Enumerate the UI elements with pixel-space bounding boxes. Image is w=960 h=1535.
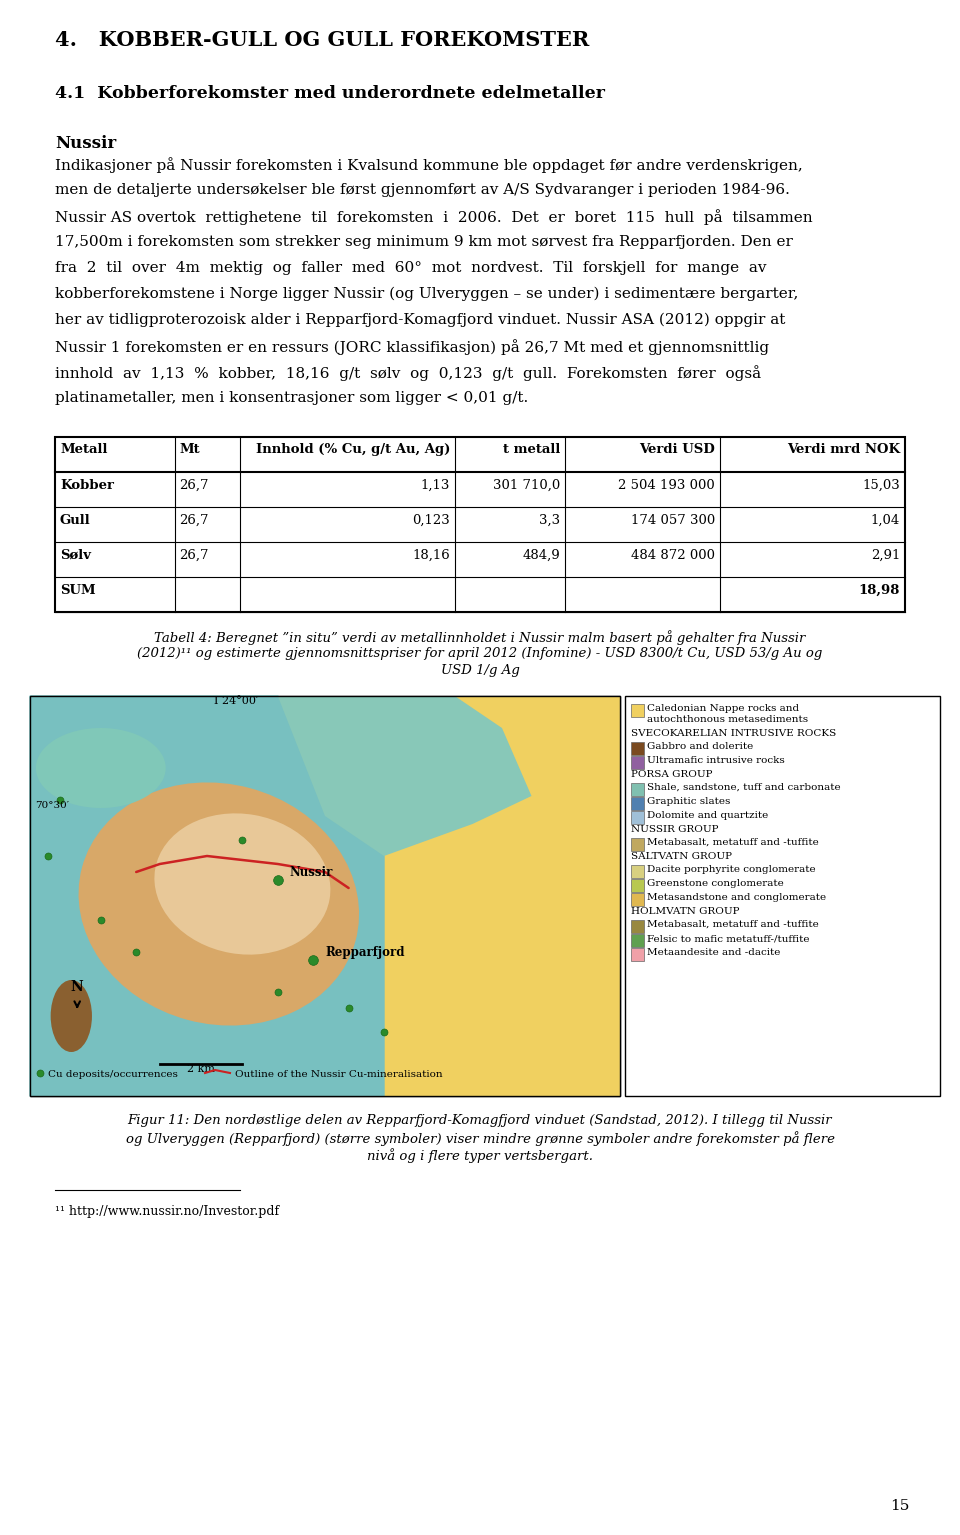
- Text: Indikasjoner på Nussir forekomsten i Kvalsund kommune ble oppdaget før andre ver: Indikasjoner på Nussir forekomsten i Kva…: [55, 157, 803, 173]
- Text: Dolomite and quartzite: Dolomite and quartzite: [647, 810, 768, 820]
- Text: PORSA GROUP: PORSA GROUP: [631, 771, 712, 778]
- Bar: [631, 933, 644, 947]
- Text: SUM: SUM: [60, 583, 96, 597]
- Text: 1,13: 1,13: [420, 479, 450, 493]
- Text: Nussir: Nussir: [290, 866, 333, 880]
- Text: 18,98: 18,98: [858, 583, 900, 597]
- Text: 2 504 193 000: 2 504 193 000: [618, 479, 715, 493]
- Text: 15: 15: [891, 1500, 910, 1514]
- Bar: [30, 695, 620, 1096]
- Text: N: N: [71, 979, 84, 995]
- Text: Cu deposits/occurrences: Cu deposits/occurrences: [48, 1070, 178, 1079]
- Text: Metall: Metall: [60, 444, 108, 456]
- Text: HOLMVATN GROUP: HOLMVATN GROUP: [631, 907, 739, 916]
- Text: 4.1  Kobberforekomster med underordnete edelmetaller: 4.1 Kobberforekomster med underordnete e…: [55, 84, 605, 101]
- Text: Gabbro and dolerite: Gabbro and dolerite: [647, 741, 754, 751]
- Text: 484 872 000: 484 872 000: [631, 550, 715, 562]
- Bar: [631, 705, 644, 717]
- Text: Verdi mrd NOK: Verdi mrd NOK: [787, 444, 900, 456]
- Text: 15,03: 15,03: [862, 479, 900, 493]
- Text: kobberforekomstene i Norge ligger Nussir (og Ulveryggen – se under) i sedimentær: kobberforekomstene i Norge ligger Nussir…: [55, 287, 799, 301]
- Bar: [55, 437, 905, 612]
- Text: 4.   KOBBER-GULL OG GULL FOREKOMSTER: 4. KOBBER-GULL OG GULL FOREKOMSTER: [55, 31, 589, 51]
- Bar: [631, 880, 644, 892]
- Text: Felsic to mafic metatuff-/tuffite: Felsic to mafic metatuff-/tuffite: [647, 933, 809, 942]
- Bar: [631, 893, 644, 906]
- Text: nivå og i flere typer vertsbergart.: nivå og i flere typer vertsbergart.: [367, 1148, 593, 1164]
- Text: Innhold (% Cu, g/t Au, Ag): Innhold (% Cu, g/t Au, Ag): [255, 444, 450, 456]
- Bar: [631, 797, 644, 810]
- Text: I 24°00′: I 24°00′: [214, 695, 259, 706]
- Bar: [631, 810, 644, 824]
- Text: NUSSIR GROUP: NUSSIR GROUP: [631, 824, 718, 834]
- Text: Metabasalt, metatuff and -tuffite: Metabasalt, metatuff and -tuffite: [647, 838, 819, 847]
- Text: Shale, sandstone, tuff and carbonate: Shale, sandstone, tuff and carbonate: [647, 783, 841, 792]
- Text: Nussir 1 forekomsten er en ressurs (JORC klassifikasjon) på 26,7 Mt med et gjenn: Nussir 1 forekomsten er en ressurs (JORC…: [55, 339, 769, 355]
- Text: her av tidligproterozoisk alder i Repparfjord-Komagfjord vinduet. Nussir ASA (20: her av tidligproterozoisk alder i Reppar…: [55, 313, 785, 327]
- Text: Metasandstone and conglomerate: Metasandstone and conglomerate: [647, 893, 827, 903]
- Bar: [631, 757, 644, 769]
- Text: 1,04: 1,04: [871, 514, 900, 527]
- Text: 301 710,0: 301 710,0: [492, 479, 560, 493]
- Text: 26,7: 26,7: [179, 514, 208, 527]
- Text: 26,7: 26,7: [179, 550, 208, 562]
- Text: Sølv: Sølv: [60, 550, 91, 562]
- Text: 70°30′: 70°30′: [35, 801, 69, 810]
- Ellipse shape: [79, 783, 359, 1025]
- Bar: [631, 866, 644, 878]
- Text: 484,9: 484,9: [522, 550, 560, 562]
- Text: Greenstone conglomerate: Greenstone conglomerate: [647, 880, 783, 889]
- Text: (2012)¹¹ og estimerte gjennomsnittspriser for april 2012 (Infomine) - USD 8300/t: (2012)¹¹ og estimerte gjennomsnittsprise…: [137, 646, 823, 660]
- Text: Outline of the Nussir Cu-mineralisation: Outline of the Nussir Cu-mineralisation: [235, 1070, 443, 1079]
- Text: 18,16: 18,16: [412, 550, 450, 562]
- Text: Figur 11: Den nordøstlige delen av Repparfjord-Komagfjord vinduet (Sandstad, 201: Figur 11: Den nordøstlige delen av Reppa…: [128, 1114, 832, 1127]
- Bar: [631, 741, 644, 755]
- Text: Nussir: Nussir: [55, 135, 116, 152]
- Bar: [631, 838, 644, 850]
- Text: og Ulveryggen (Repparfjord) (større symboler) viser mindre grønne symboler andre: og Ulveryggen (Repparfjord) (større symb…: [126, 1131, 834, 1145]
- Text: innhold  av  1,13  %  kobber,  18,16  g/t  sølv  og  0,123  g/t  gull.  Forekoms: innhold av 1,13 % kobber, 18,16 g/t sølv…: [55, 365, 761, 381]
- Text: 2,91: 2,91: [871, 550, 900, 562]
- Text: Repparfjord: Repparfjord: [325, 946, 404, 959]
- Text: autochthonous metasediments: autochthonous metasediments: [647, 715, 808, 725]
- Text: ¹¹ http://www.nussir.no/Investor.pdf: ¹¹ http://www.nussir.no/Investor.pdf: [55, 1205, 279, 1217]
- Bar: [625, 695, 940, 1096]
- Text: Graphitic slates: Graphitic slates: [647, 797, 731, 806]
- Text: Verdi USD: Verdi USD: [639, 444, 715, 456]
- Text: USD 1/g Ag: USD 1/g Ag: [441, 665, 519, 677]
- Text: 3,3: 3,3: [539, 514, 560, 527]
- Text: fra  2  til  over  4m  mektig  og  faller  med  60°  mot  nordvest.  Til  forskj: fra 2 til over 4m mektig og faller med 6…: [55, 261, 766, 275]
- Ellipse shape: [36, 728, 166, 807]
- Bar: [30, 695, 620, 1096]
- Polygon shape: [30, 695, 384, 1096]
- Text: platinametaller, men i konsentrasjoner som ligger < 0,01 g/t.: platinametaller, men i konsentrasjoner s…: [55, 391, 528, 405]
- Text: Tabell 4: Beregnet ”in situ” verdi av metallinnholdet i Nussir malm basert på ge: Tabell 4: Beregnet ”in situ” verdi av me…: [155, 629, 805, 645]
- Text: Metaandesite and -dacite: Metaandesite and -dacite: [647, 949, 780, 956]
- Text: Kobber: Kobber: [60, 479, 114, 493]
- Bar: [30, 695, 620, 1096]
- Text: t metall: t metall: [503, 444, 560, 456]
- Text: Ultramafic intrusive rocks: Ultramafic intrusive rocks: [647, 757, 784, 764]
- Bar: [631, 783, 644, 797]
- Text: Mt: Mt: [179, 444, 200, 456]
- Text: Gull: Gull: [60, 514, 91, 527]
- Text: men de detaljerte undersøkelser ble først gjennomført av A/S Sydvaranger i perio: men de detaljerte undersøkelser ble førs…: [55, 183, 790, 196]
- Bar: [631, 949, 644, 961]
- Polygon shape: [277, 695, 532, 857]
- Text: 17,500m i forekomsten som strekker seg minimum 9 km mot sørvest fra Repparfjorde: 17,500m i forekomsten som strekker seg m…: [55, 235, 793, 249]
- Text: 2 km: 2 km: [187, 1064, 215, 1074]
- Text: SALTVATN GROUP: SALTVATN GROUP: [631, 852, 732, 861]
- Text: Caledonian Nappe rocks and: Caledonian Nappe rocks and: [647, 705, 799, 712]
- Text: SVECOKARELIAN INTRUSIVE ROCKS: SVECOKARELIAN INTRUSIVE ROCKS: [631, 729, 836, 738]
- Polygon shape: [30, 695, 384, 1096]
- Ellipse shape: [155, 814, 330, 955]
- Text: 26,7: 26,7: [179, 479, 208, 493]
- Text: Metabasalt, metatuff and -tuffite: Metabasalt, metatuff and -tuffite: [647, 919, 819, 929]
- Text: Dacite porphyrite conglomerate: Dacite porphyrite conglomerate: [647, 866, 816, 873]
- Text: 0,123: 0,123: [412, 514, 450, 527]
- Text: 174 057 300: 174 057 300: [631, 514, 715, 527]
- Bar: [631, 919, 644, 933]
- Ellipse shape: [51, 979, 92, 1051]
- Text: Nussir AS overtok  rettighetene  til  forekomsten  i  2006.  Det  er  boret  115: Nussir AS overtok rettighetene til forek…: [55, 209, 812, 224]
